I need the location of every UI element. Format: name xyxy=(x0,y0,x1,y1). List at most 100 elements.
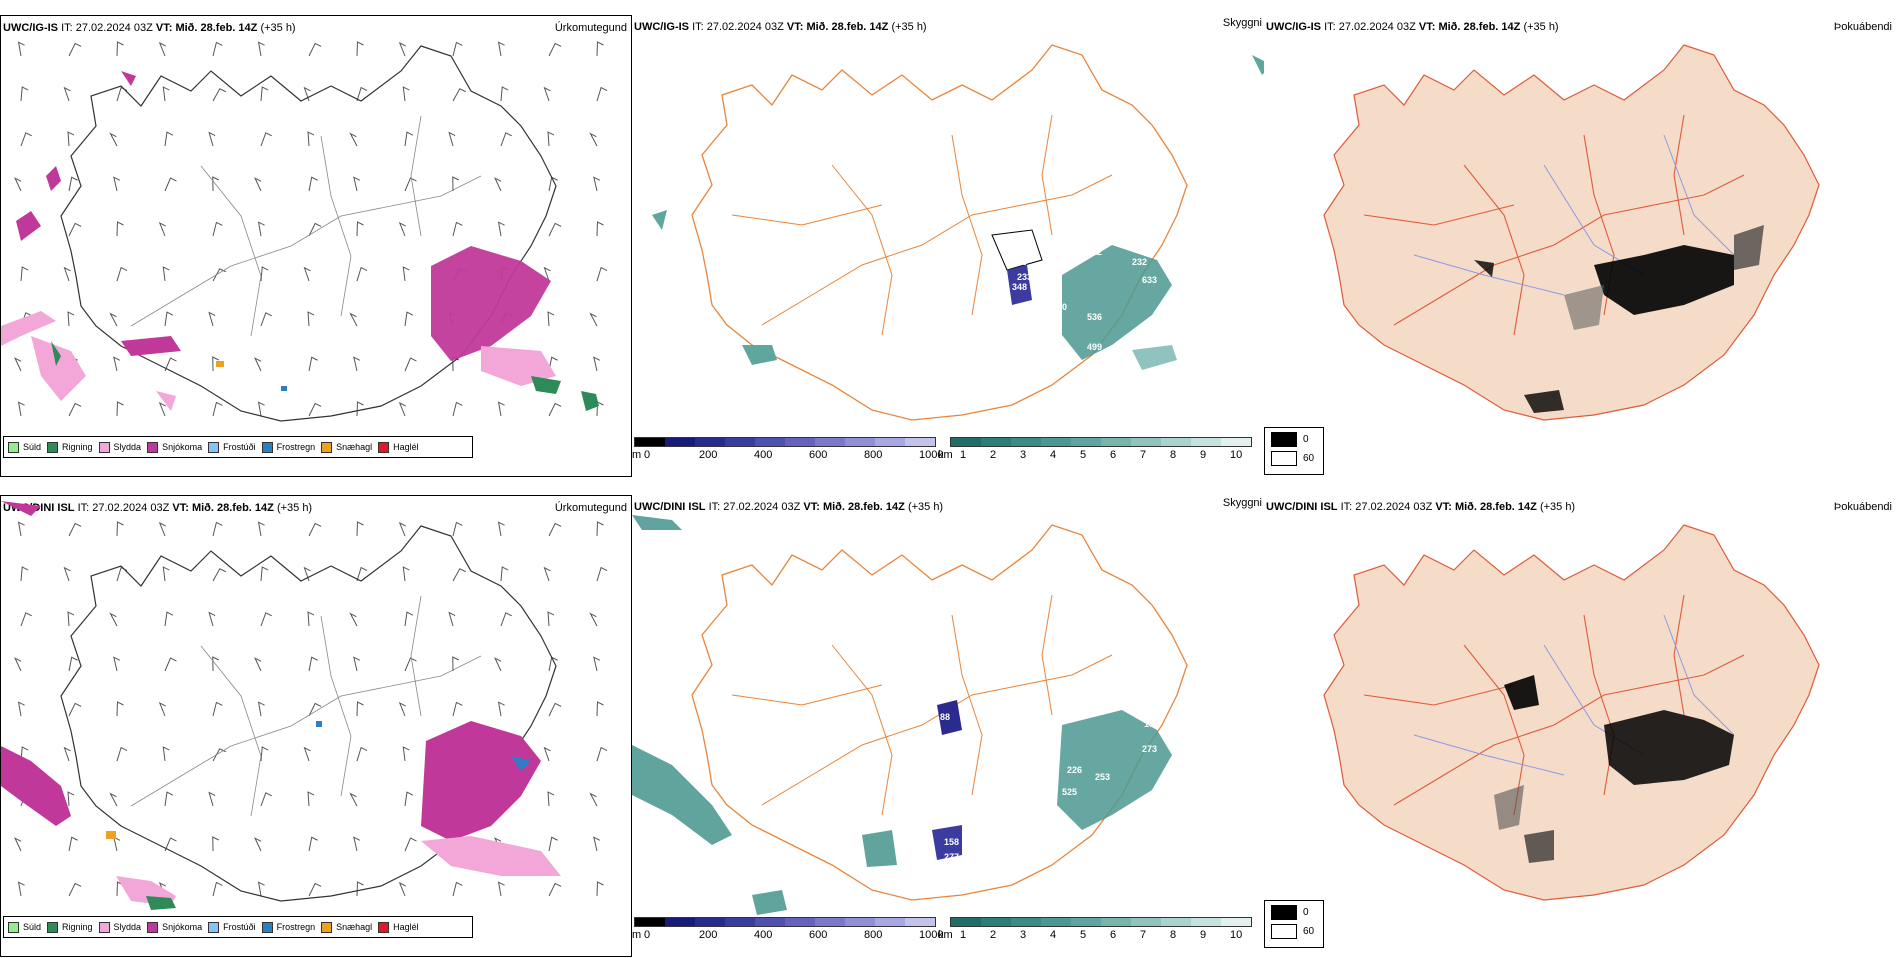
tick-label: 9 xyxy=(1200,449,1207,461)
colorbar-segment xyxy=(905,918,935,926)
wind-barb xyxy=(257,881,265,897)
wind-barb xyxy=(547,611,555,627)
wind-barb xyxy=(164,657,177,672)
colorbar-segment xyxy=(1161,918,1191,926)
legend-item: Slydda xyxy=(98,441,141,453)
visibility-value-label: 277 xyxy=(944,852,959,862)
wind-barb xyxy=(17,521,25,537)
wind-barb xyxy=(356,746,368,762)
wind-barb xyxy=(308,402,322,417)
visibility-value-label: 161 xyxy=(1144,719,1159,729)
visibility-value-label: 536 xyxy=(1087,312,1102,322)
wind-barb xyxy=(308,42,322,57)
wind-barb xyxy=(548,42,562,57)
iceland-outline xyxy=(60,525,557,902)
wind-barb xyxy=(68,42,82,57)
wind-barb xyxy=(162,266,170,282)
wind-barb xyxy=(17,401,25,417)
wind-barb xyxy=(208,131,216,147)
legend-swatch xyxy=(98,921,110,933)
wind-barb xyxy=(109,312,118,327)
wind-barb xyxy=(356,701,364,717)
fog-legend-label: 0 xyxy=(1303,907,1309,918)
tick-label: 0 xyxy=(644,449,651,461)
fog-legend-label: 60 xyxy=(1303,926,1315,937)
wind-barb xyxy=(109,612,118,627)
tick-label: 3 xyxy=(1020,929,1027,941)
wind-barb xyxy=(257,521,265,537)
wind-barb xyxy=(349,132,358,147)
wind-barb xyxy=(308,176,318,192)
legend-swatch xyxy=(321,921,333,933)
visibility-value-label: 633 xyxy=(1142,275,1157,285)
panel-header: UWC/DINI ISL IT: 27.02.2024 03Z VT: Mið.… xyxy=(1266,501,1576,513)
wind-barb xyxy=(448,131,456,147)
visibility-colorbar: m 0 200 400 600 800 1000 km 1 2 3 4 5 6 7 8 9 10 xyxy=(632,915,1264,955)
colorbar-segment xyxy=(635,918,665,926)
wind-barb xyxy=(349,792,358,807)
visibility-value-label: 122 xyxy=(1087,247,1102,257)
colorbar-segment xyxy=(725,438,755,446)
wind-barb xyxy=(212,401,223,417)
wind-barb xyxy=(548,176,558,192)
wind-barb xyxy=(303,86,311,102)
tick-label: 10 xyxy=(1230,929,1243,941)
wind-barb xyxy=(63,566,71,582)
tick-label: 4 xyxy=(1050,449,1057,461)
wind-barb xyxy=(63,746,71,762)
unit-m: m xyxy=(632,929,642,941)
visibility-value-label: 226 xyxy=(1012,257,1027,267)
colorbar-segment xyxy=(1011,918,1041,926)
visibility-value-label: 226 xyxy=(1067,765,1082,775)
wind-barb xyxy=(68,656,78,672)
wind-barb xyxy=(356,41,364,57)
colorbar-segment xyxy=(755,918,785,926)
wind-barb xyxy=(116,566,128,582)
wind-barb xyxy=(402,266,410,282)
wind-barb xyxy=(543,566,551,582)
wind-barb xyxy=(356,521,364,537)
wind-barb xyxy=(404,357,417,372)
wind-barb xyxy=(596,881,604,897)
wind-barb xyxy=(68,522,82,537)
wind-barb xyxy=(497,221,505,237)
colorbar-segment xyxy=(755,438,785,446)
colorbar-segment xyxy=(695,438,725,446)
legend-item: Súld xyxy=(8,441,41,453)
legend-label: Frostregn xyxy=(276,442,316,452)
wind-barb xyxy=(548,882,562,897)
wind-barb xyxy=(14,837,22,852)
fog-legend: 0 60 xyxy=(1264,427,1324,475)
tick-label: 8 xyxy=(1170,929,1177,941)
wind-barb xyxy=(260,312,273,327)
wind-barb xyxy=(356,566,368,582)
wind-barb xyxy=(212,356,219,372)
wind-barb xyxy=(20,86,29,102)
wind-barb xyxy=(17,41,25,57)
legend-swatch xyxy=(378,441,390,453)
wind-barb xyxy=(307,791,315,807)
product-title: Úrkomutegund xyxy=(554,22,627,34)
wind-barb xyxy=(20,612,33,627)
product-title: Skyggni xyxy=(1222,17,1262,29)
tick-label: 3 xyxy=(1020,449,1027,461)
fog-legend-item: 60 xyxy=(1271,451,1317,466)
colorbar-segment xyxy=(1101,918,1131,926)
wind-barb xyxy=(596,221,604,237)
wind-barb xyxy=(589,792,598,807)
wind-barb xyxy=(353,176,361,192)
wind-barb xyxy=(452,221,463,237)
unit-km: km xyxy=(938,449,953,461)
wind-barb xyxy=(593,176,601,192)
legend-label: Rigning xyxy=(62,442,93,452)
wind-barb xyxy=(547,791,555,807)
precip-legend: Súld Rigning Slydda Snjókoma Frostúði Frostre… xyxy=(3,916,473,938)
fog-legend-swatch xyxy=(1271,905,1297,920)
fog-panel-bottom: UWC/DINI ISL IT: 27.02.2024 03Z VT: Mið.… xyxy=(1264,495,1896,957)
legend-label: Snjókoma xyxy=(162,442,203,452)
precip-legend: Súld Rigning Slydda Snjókoma Frostúði Frostre… xyxy=(3,436,473,458)
wind-barb xyxy=(67,311,75,327)
panel-header: UWC/IG-IS IT: 27.02.2024 03Z VT: Mið. 28… xyxy=(1266,21,1559,33)
fog-legend-swatch xyxy=(1271,432,1297,447)
wind-barb xyxy=(254,657,262,672)
